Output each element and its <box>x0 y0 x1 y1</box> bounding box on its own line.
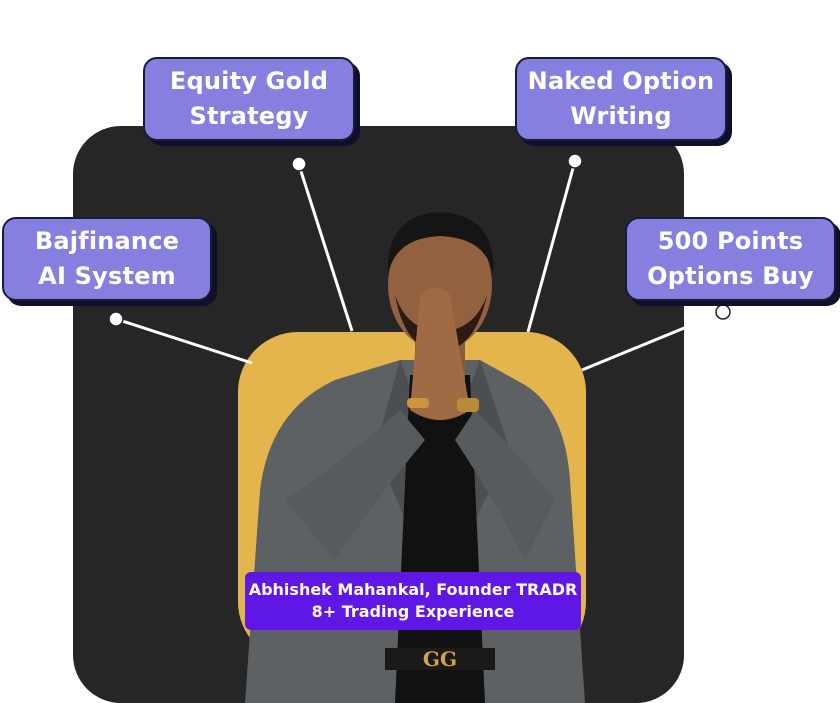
hair <box>387 212 494 275</box>
head <box>388 220 492 350</box>
label-equity-gold-strategy: Equity Gold Strategy <box>143 57 355 141</box>
connector-dot-naked <box>567 153 583 169</box>
label-line: Strategy <box>189 102 309 130</box>
label-500-points-options-buy: 500 Points Options Buy <box>625 217 836 301</box>
belt <box>385 648 495 670</box>
label-bajfinance-ai-system: Bajfinance AI System <box>2 217 212 301</box>
connector-dot-points <box>715 304 731 320</box>
watch <box>457 398 479 412</box>
founder-experience: 8+ Trading Experience <box>311 602 515 621</box>
right-arm <box>455 410 555 560</box>
founder-name: Abhishek Mahankal, Founder TRADR <box>248 580 578 599</box>
label-naked-option-writing: Naked Option Writing <box>515 57 727 141</box>
left-arm <box>285 410 425 560</box>
gold-bracelet <box>407 398 429 408</box>
label-line: Naked Option <box>527 67 715 95</box>
label-line: Equity Gold <box>169 67 329 95</box>
label-line: 500 Points <box>657 227 804 255</box>
connector-dot-equity <box>291 156 307 172</box>
connector-equity <box>297 164 354 332</box>
belt-buckle-icon: GG <box>423 647 457 671</box>
connector-dot-baj <box>108 311 124 327</box>
connector-naked <box>526 160 577 333</box>
label-line: AI System <box>38 262 176 290</box>
label-line: Bajfinance <box>34 227 180 255</box>
label-line: Options Buy <box>647 262 814 290</box>
label-line: Writing <box>570 102 672 130</box>
founder-badge: Abhishek Mahankal, Founder TRADR 8+ Trad… <box>245 572 581 630</box>
pressed-hands <box>410 287 470 420</box>
connector-baj <box>115 317 253 365</box>
connector-points <box>581 310 724 372</box>
